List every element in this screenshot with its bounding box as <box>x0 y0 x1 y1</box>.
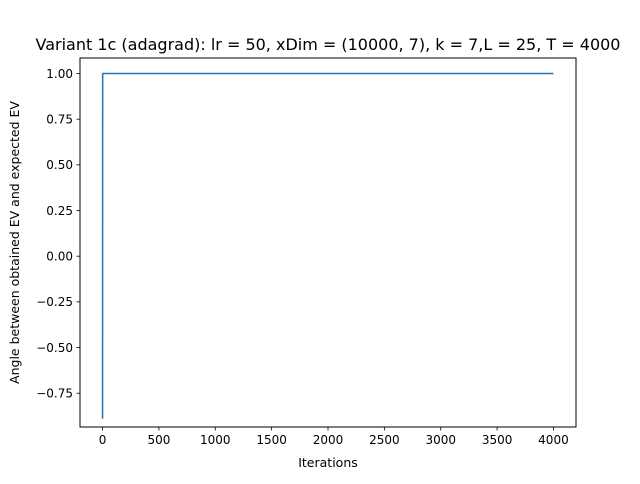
x-tick-label: 3000 <box>425 433 456 447</box>
x-tick-label: 4000 <box>538 433 569 447</box>
x-tick-label: 1000 <box>200 433 231 447</box>
x-axis-ticks: 0 500 1000 1500 2000 2500 3000 3500 4000 <box>99 427 569 447</box>
series-layer <box>101 72 554 419</box>
series-line-0 <box>101 72 554 419</box>
x-axis-label: Iterations <box>298 455 358 470</box>
y-tick-label: 0.50 <box>46 158 73 172</box>
chart-title: Variant 1c (adagrad): lr = 50, xDim = (1… <box>36 35 621 54</box>
y-tick-label: 0.75 <box>46 112 73 126</box>
y-tick-label: −0.75 <box>36 387 73 401</box>
y-tick-label: −0.50 <box>36 341 73 355</box>
y-tick-label: −0.25 <box>36 295 73 309</box>
x-tick-label: 3500 <box>482 433 513 447</box>
x-tick-label: 2000 <box>313 433 344 447</box>
x-tick-label: 1500 <box>256 433 287 447</box>
x-tick-label: 500 <box>147 433 170 447</box>
axes: 0 500 1000 1500 2000 2500 3000 3500 4000 −0.75−0… <box>36 57 577 447</box>
y-axis-label: Angle between obtained EV and expected E… <box>7 101 22 384</box>
x-tick-label: 2500 <box>369 433 400 447</box>
y-axis-ticks: −0.75 −0.50 −0.25 0.00 0.25 0.50 0.75 1.00 <box>36 67 80 401</box>
y-tick-label: 0.25 <box>46 204 73 218</box>
x-tick-label: 0 <box>99 433 107 447</box>
y-tick-label: 0.00 <box>46 250 73 264</box>
y-tick-label: 1.00 <box>46 67 73 81</box>
